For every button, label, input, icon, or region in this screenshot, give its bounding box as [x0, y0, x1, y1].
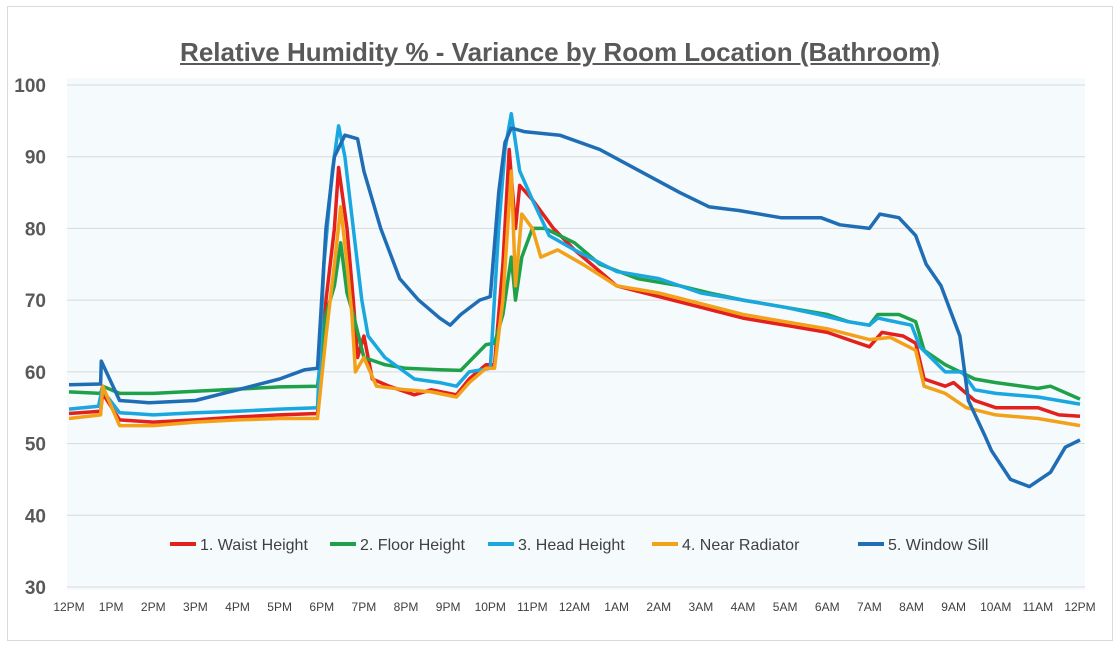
y-tick-label: 40 — [25, 506, 46, 527]
x-tick-label: 1PM — [99, 600, 124, 614]
legend-label: 2. Floor Height — [360, 537, 465, 554]
y-tick-label: 60 — [25, 363, 46, 384]
y-tick-label: 50 — [25, 435, 46, 456]
x-tick-label: 7PM — [352, 600, 377, 614]
x-tick-label: 7AM — [857, 600, 882, 614]
x-tick-label: 5AM — [773, 600, 798, 614]
x-tick-label: 12AM — [559, 600, 590, 614]
x-tick-label: 2PM — [141, 600, 166, 614]
x-tick-label: 3AM — [689, 600, 714, 614]
chart-title: Relative Humidity % - Variance by Room L… — [180, 37, 940, 67]
legend-label: 1. Waist Height — [200, 537, 308, 554]
x-tick-label: 6PM — [309, 600, 334, 614]
x-tick-label: 12PM — [1064, 600, 1095, 614]
y-tick-label: 70 — [25, 291, 46, 312]
x-tick-label: 5PM — [267, 600, 292, 614]
series-line--near-radiator — [68, 169, 1081, 428]
x-tick-label: 2AM — [646, 600, 671, 614]
x-tick-label: 10PM — [475, 600, 506, 614]
x-tick-label: 4AM — [731, 600, 756, 614]
x-tick-label: 6AM — [815, 600, 840, 614]
x-tick-label: 9AM — [941, 600, 966, 614]
y-tick-label: 100 — [14, 76, 46, 97]
x-tick-label: 3PM — [183, 600, 208, 614]
x-tick-label: 4PM — [225, 600, 250, 614]
x-tick-label: 11AM — [1023, 600, 1053, 614]
x-tick-label: 11PM — [517, 600, 547, 614]
x-tick-label: 9PM — [436, 600, 461, 614]
x-tick-label: 1AM — [604, 600, 629, 614]
x-tick-label: 12PM — [53, 600, 84, 614]
series-line--window-sill — [68, 126, 1081, 489]
y-tick-label: 80 — [25, 219, 46, 240]
x-tick-label: 8AM — [899, 600, 924, 614]
plot-area — [67, 78, 1085, 590]
legend-label: 4. Near Radiator — [682, 537, 800, 554]
x-tick-label: 8PM — [394, 600, 419, 614]
series-line--floor-height — [68, 226, 1081, 401]
x-tick-label: 10AM — [980, 600, 1011, 614]
y-tick-label: 90 — [25, 148, 46, 169]
legend-label: 3. Head Height — [518, 537, 625, 554]
legend-label: 5. Window Sill — [888, 537, 988, 554]
series-line--head-height — [68, 111, 1081, 417]
y-tick-label: 30 — [25, 578, 46, 599]
